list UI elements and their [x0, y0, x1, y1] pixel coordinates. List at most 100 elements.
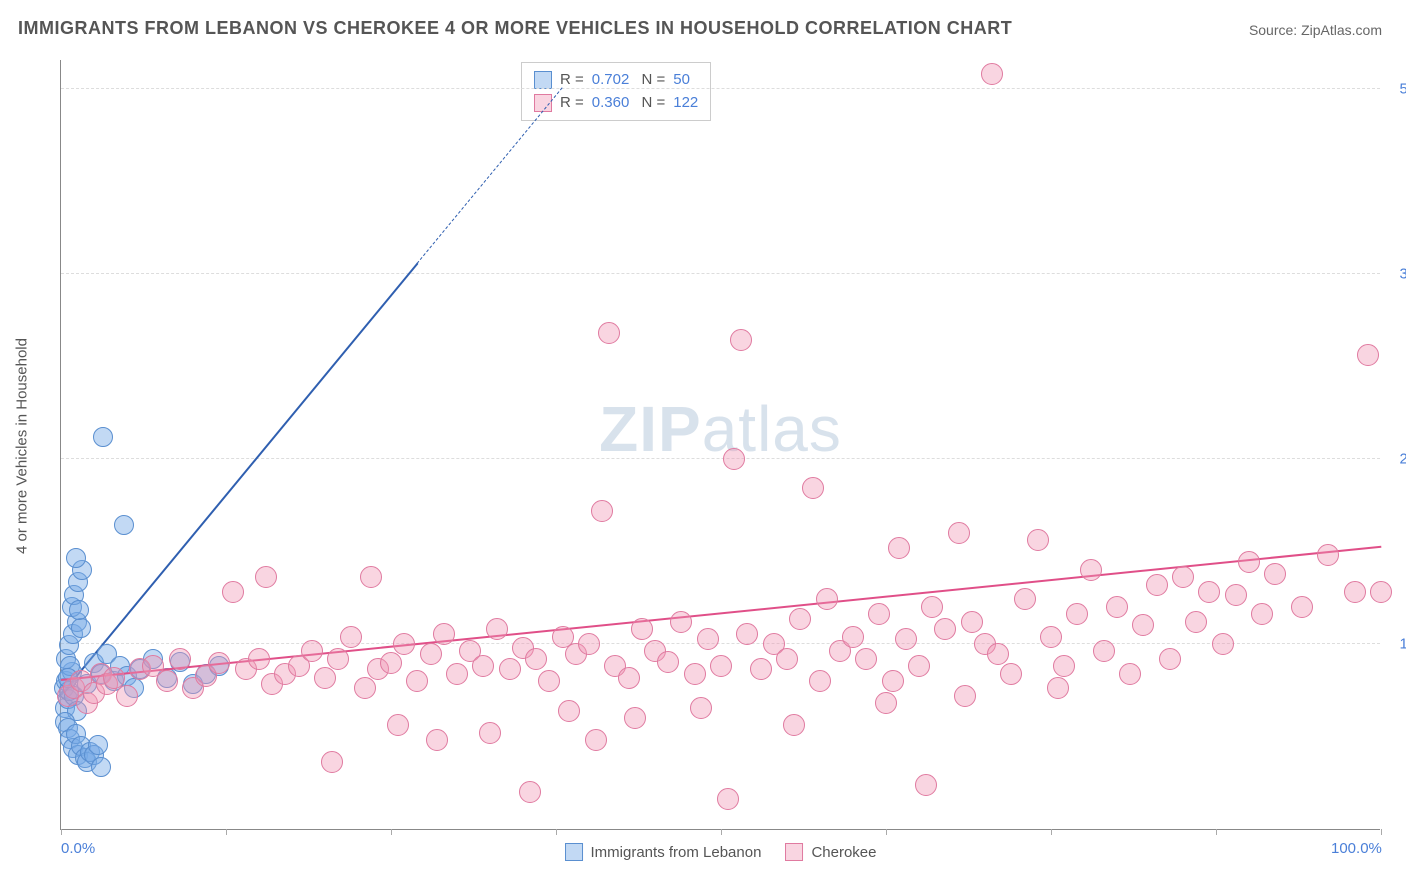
scatter-point: [809, 670, 831, 692]
scatter-point: [486, 618, 508, 640]
scatter-point: [670, 611, 692, 633]
x-tick: [721, 829, 722, 835]
scatter-point: [222, 581, 244, 603]
scatter-point: [934, 618, 956, 640]
scatter-point: [1291, 596, 1313, 618]
scatter-point: [340, 626, 362, 648]
scatter-point: [1370, 581, 1392, 603]
scatter-point: [1106, 596, 1128, 618]
scatter-point: [1066, 603, 1088, 625]
scatter-point: [750, 658, 772, 680]
scatter-point: [875, 692, 897, 714]
x-tick: [1381, 829, 1382, 835]
scatter-point: [314, 667, 336, 689]
scatter-point: [1264, 563, 1286, 585]
scatter-point: [208, 652, 230, 674]
scatter-point: [1198, 581, 1220, 603]
scatter-point: [387, 714, 409, 736]
scatter-point: [690, 697, 712, 719]
scatter-point: [1238, 551, 1260, 573]
scatter-point: [472, 655, 494, 677]
scatter-point: [684, 663, 706, 685]
scatter-point: [156, 670, 178, 692]
scatter-point: [446, 663, 468, 685]
y-tick-label: 50.0%: [1399, 80, 1406, 97]
scatter-point: [406, 670, 428, 692]
scatter-point: [657, 651, 679, 673]
scatter-point: [1212, 633, 1234, 655]
scatter-point: [354, 677, 376, 699]
scatter-point: [1225, 584, 1247, 606]
scatter-point: [776, 648, 798, 670]
scatter-point: [624, 707, 646, 729]
scatter-point: [116, 685, 138, 707]
y-tick-label: 37.5%: [1399, 265, 1406, 282]
legend-label-1: Immigrants from Lebanon: [591, 844, 762, 861]
legend-series-names: Immigrants from Lebanon Cherokee: [565, 843, 877, 861]
scatter-point: [1053, 655, 1075, 677]
scatter-point: [1040, 626, 1062, 648]
scatter-point: [1317, 544, 1339, 566]
scatter-point: [921, 596, 943, 618]
n-value-2: 122: [673, 92, 698, 115]
scatter-point: [66, 548, 86, 568]
scatter-point: [538, 670, 560, 692]
scatter-point: [987, 643, 1009, 665]
scatter-point: [380, 652, 402, 674]
x-tick-label: 100.0%: [1331, 840, 1382, 857]
scatter-point: [598, 322, 620, 344]
scatter-point: [1357, 344, 1379, 366]
scatter-point: [882, 670, 904, 692]
source-label: Source: ZipAtlas.com: [1249, 22, 1382, 38]
scatter-point: [420, 643, 442, 665]
chart-title: IMMIGRANTS FROM LEBANON VS CHEROKEE 4 OR…: [18, 18, 1012, 39]
scatter-point: [816, 588, 838, 610]
gridline-h: [61, 643, 1380, 644]
scatter-point: [888, 537, 910, 559]
scatter-point: [71, 618, 91, 638]
scatter-point: [954, 685, 976, 707]
scatter-point: [558, 700, 580, 722]
legend-row-series-2: R = 0.360 N = 122: [534, 92, 698, 115]
scatter-point: [1132, 614, 1154, 636]
scatter-point: [248, 648, 270, 670]
scatter-point: [499, 658, 521, 680]
scatter-point: [301, 640, 323, 662]
swatch-bottom-1: [565, 843, 583, 861]
scatter-point: [868, 603, 890, 625]
scatter-point: [802, 477, 824, 499]
scatter-point: [88, 735, 108, 755]
scatter-point: [717, 788, 739, 810]
scatter-point: [981, 63, 1003, 85]
scatter-point: [723, 448, 745, 470]
scatter-point: [578, 633, 600, 655]
scatter-point: [842, 626, 864, 648]
y-tick-label: 12.5%: [1399, 635, 1406, 652]
x-tick: [556, 829, 557, 835]
x-tick: [226, 829, 227, 835]
scatter-point: [327, 648, 349, 670]
x-tick: [61, 829, 62, 835]
scatter-point: [585, 729, 607, 751]
scatter-point: [479, 722, 501, 744]
correlation-chart: IMMIGRANTS FROM LEBANON VS CHEROKEE 4 OR…: [0, 0, 1406, 892]
scatter-point: [591, 500, 613, 522]
x-tick: [1216, 829, 1217, 835]
x-tick: [391, 829, 392, 835]
scatter-point: [525, 648, 547, 670]
scatter-point: [915, 774, 937, 796]
scatter-point: [93, 427, 113, 447]
swatch-bottom-2: [785, 843, 803, 861]
scatter-point: [1027, 529, 1049, 551]
scatter-point: [393, 633, 415, 655]
scatter-point: [730, 329, 752, 351]
swatch-series-1: [534, 71, 552, 89]
scatter-point: [1119, 663, 1141, 685]
scatter-point: [1185, 611, 1207, 633]
scatter-point: [948, 522, 970, 544]
scatter-point: [1080, 559, 1102, 581]
x-tick: [1051, 829, 1052, 835]
y-tick-label: 25.0%: [1399, 450, 1406, 467]
scatter-point: [631, 618, 653, 640]
scatter-point: [783, 714, 805, 736]
